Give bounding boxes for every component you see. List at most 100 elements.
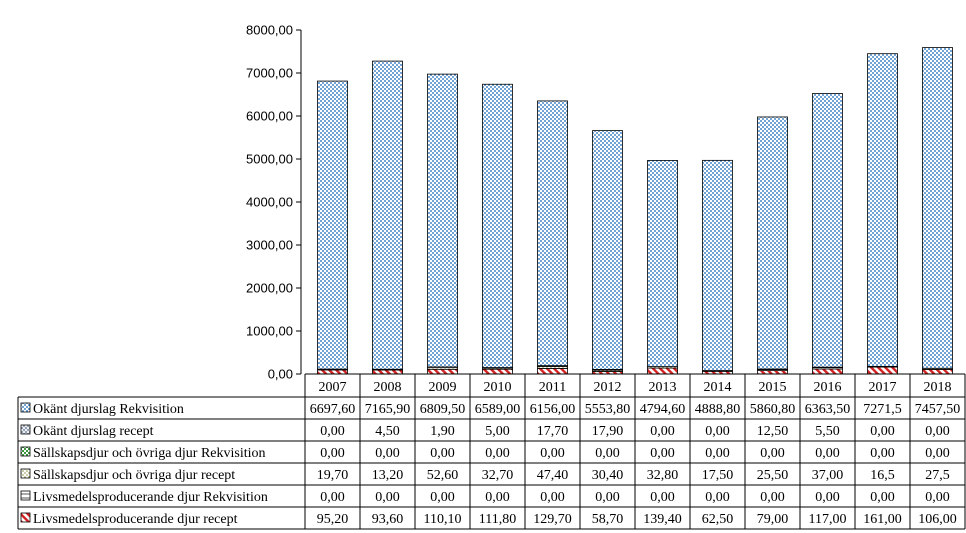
category-label: 2013 bbox=[649, 380, 677, 395]
table-cell: 6363,50 bbox=[805, 402, 851, 417]
legend-swatch-sallskapsdjur-och-ovriga-djur-rekvisition bbox=[20, 446, 31, 457]
table-cell: 0,00 bbox=[925, 490, 950, 505]
bar-okant-djurslag-rekvisition-2014 bbox=[702, 159, 733, 371]
category-label: 2014 bbox=[704, 380, 732, 395]
bar-okant-djurslag-rekvisition-2012 bbox=[592, 130, 623, 370]
table-cell: 27,5 bbox=[925, 468, 950, 483]
category-label: 2015 bbox=[759, 380, 787, 395]
bar-livsmedelsproducerande-djur-recept-2011 bbox=[537, 368, 568, 375]
category-label: 2012 bbox=[594, 380, 622, 395]
legend-swatch-okant-djurslag-rekvisition bbox=[20, 402, 31, 413]
table-cell: 0,00 bbox=[925, 446, 950, 461]
category-label: 2008 bbox=[374, 380, 402, 395]
category-label: 2010 bbox=[484, 380, 512, 395]
table-cell: 79,00 bbox=[757, 512, 789, 527]
table-cell: 6809,50 bbox=[420, 402, 466, 417]
table-cell: 4,50 bbox=[375, 424, 400, 439]
series-label: Okänt djurslag Rekvisition bbox=[33, 402, 184, 417]
table-cell: 6156,00 bbox=[530, 402, 576, 417]
bar-livsmedelsproducerande-djur-recept-2008 bbox=[372, 369, 403, 375]
legend-swatch-sallskapsdjur-och-ovriga-djur-recept bbox=[20, 468, 31, 479]
table-cell: 17,50 bbox=[702, 468, 734, 483]
table-cell: 0,00 bbox=[925, 424, 950, 439]
table-cell: 0,00 bbox=[320, 490, 345, 505]
y-tick-label: 0,00 bbox=[268, 367, 293, 382]
table-cell: 0,00 bbox=[650, 446, 675, 461]
bar-livsmedelsproducerande-djur-recept-2018 bbox=[922, 369, 953, 375]
table-cell: 0,00 bbox=[650, 490, 675, 505]
table-cell: 93,60 bbox=[372, 512, 404, 527]
series-label: Livsmedelsproducerande djur Rekvisition bbox=[33, 490, 268, 505]
table-cell: 0,00 bbox=[540, 490, 565, 505]
bar-okant-djurslag-rekvisition-2009 bbox=[427, 73, 458, 368]
y-tick-label: 4000,00 bbox=[246, 195, 293, 210]
table-cell: 0,00 bbox=[595, 446, 620, 461]
bar-okant-djurslag-rekvisition-2016 bbox=[812, 93, 843, 368]
table-cell: 0,00 bbox=[705, 490, 730, 505]
table-cell: 5,50 bbox=[815, 424, 840, 439]
table-cell: 6589,00 bbox=[475, 402, 521, 417]
y-tick-label: 7000,00 bbox=[246, 66, 293, 81]
table-cell: 16,5 bbox=[870, 468, 895, 483]
bar-livsmedelsproducerande-djur-recept-2013 bbox=[647, 367, 678, 375]
table-cell: 0,00 bbox=[320, 424, 345, 439]
table-cell: 32,70 bbox=[482, 468, 514, 483]
table-cell: 4794,60 bbox=[640, 402, 686, 417]
category-label: 2009 bbox=[429, 380, 457, 395]
category-label: 2017 bbox=[869, 380, 897, 395]
table-cell: 19,70 bbox=[317, 468, 349, 483]
table-cell: 129,70 bbox=[533, 512, 572, 527]
bar-livsmedelsproducerande-djur-recept-2010 bbox=[482, 368, 513, 375]
table-cell: 1,90 bbox=[430, 424, 455, 439]
table-cell: 6697,60 bbox=[310, 402, 356, 417]
table-cell: 0,00 bbox=[705, 424, 730, 439]
table-cell: 0,00 bbox=[870, 490, 895, 505]
legend-swatch-okant-djurslag-recept bbox=[20, 424, 31, 435]
bar-livsmedelsproducerande-djur-recept-2009 bbox=[427, 368, 458, 375]
table-cell: 12,50 bbox=[757, 424, 789, 439]
table-cell: 7165,90 bbox=[365, 402, 411, 417]
y-tick-label: 1000,00 bbox=[246, 324, 293, 339]
table-cell: 62,50 bbox=[702, 512, 734, 527]
y-tick-label: 2000,00 bbox=[246, 281, 293, 296]
table-cell: 161,00 bbox=[863, 512, 902, 527]
table-cell: 95,20 bbox=[317, 512, 349, 527]
series-label: Livsmedelsproducerande djur recept bbox=[33, 512, 238, 527]
bar-okant-djurslag-rekvisition-2017 bbox=[867, 53, 898, 367]
series-label: Sällskapsdjur och övriga djur recept bbox=[33, 468, 235, 483]
table-cell: 37,00 bbox=[812, 468, 844, 483]
table-cell: 47,40 bbox=[537, 468, 569, 483]
bar-livsmedelsproducerande-djur-recept-2016 bbox=[812, 368, 843, 375]
table-cell: 0,00 bbox=[375, 446, 400, 461]
table-cell: 0,00 bbox=[815, 446, 840, 461]
table-cell: 5553,80 bbox=[585, 402, 631, 417]
table-cell: 7457,50 bbox=[915, 402, 961, 417]
table-cell: 0,00 bbox=[485, 490, 510, 505]
bar-okant-djurslag-rekvisition-2007 bbox=[317, 80, 348, 370]
bar-okant-djurslag-rekvisition-2011 bbox=[537, 100, 568, 367]
table-cell: 0,00 bbox=[870, 424, 895, 439]
series-label: Sällskapsdjur och övriga djur Rekvisitio… bbox=[33, 446, 266, 461]
table-cell: 58,70 bbox=[592, 512, 624, 527]
bar-okant-djurslag-rekvisition-2015 bbox=[757, 116, 788, 370]
y-tick-label: 8000,00 bbox=[246, 23, 293, 38]
table-cell: 52,60 bbox=[427, 468, 459, 483]
table-cell: 111,80 bbox=[479, 512, 516, 527]
y-axis: 0,00 1000,00 2000,00 3000,00 4000,00 5000,00 6… bbox=[246, 23, 302, 382]
table-cell: 30,40 bbox=[592, 468, 624, 483]
bar-okant-djurslag-rekvisition-2008 bbox=[372, 60, 403, 370]
bar-livsmedelsproducerande-djur-recept-2007 bbox=[317, 369, 348, 375]
table-cell: 0,00 bbox=[870, 446, 895, 461]
category-label: 2016 bbox=[814, 380, 842, 395]
table-cell: 0,00 bbox=[705, 446, 730, 461]
table-cell: 7271,5 bbox=[863, 402, 902, 417]
table-cell: 25,50 bbox=[757, 468, 789, 483]
table-cell: 117,00 bbox=[809, 512, 847, 527]
table-cell: 110,10 bbox=[424, 512, 462, 527]
table-cell: 4888,80 bbox=[695, 402, 741, 417]
category-label: 2018 bbox=[924, 380, 952, 395]
bar-okant-djurslag-rekvisition-2013 bbox=[647, 160, 678, 367]
series-label: Okänt djurslag recept bbox=[33, 424, 154, 439]
table-cell: 0,00 bbox=[430, 490, 455, 505]
